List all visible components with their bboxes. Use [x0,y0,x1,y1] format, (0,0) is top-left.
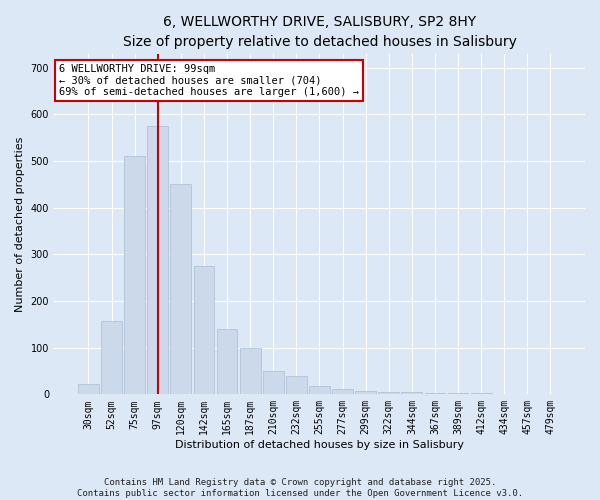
Bar [240,348,260,395]
Text: Contains HM Land Registry data © Crown copyright and database right 2025.
Contai: Contains HM Land Registry data © Crown c… [77,478,523,498]
Text: 6 WELLWORTHY DRIVE: 99sqm
← 30% of detached houses are smaller (704)
69% of semi: 6 WELLWORTHY DRIVE: 99sqm ← 30% of detac… [59,64,359,97]
Bar [355,390,376,394]
Bar [78,384,99,394]
Bar [309,386,330,394]
Bar [332,388,353,394]
Bar [148,126,168,394]
X-axis label: Distribution of detached houses by size in Salisbury: Distribution of detached houses by size … [175,440,464,450]
Bar [401,392,422,394]
Bar [170,184,191,394]
Bar [217,329,238,394]
Bar [263,371,284,394]
Title: 6, WELLWORTHY DRIVE, SALISBURY, SP2 8HY
Size of property relative to detached ho: 6, WELLWORTHY DRIVE, SALISBURY, SP2 8HY … [122,15,517,48]
Bar [101,320,122,394]
Bar [124,156,145,394]
Bar [286,376,307,394]
Bar [379,392,399,394]
Y-axis label: Number of detached properties: Number of detached properties [15,136,25,312]
Bar [194,266,214,394]
